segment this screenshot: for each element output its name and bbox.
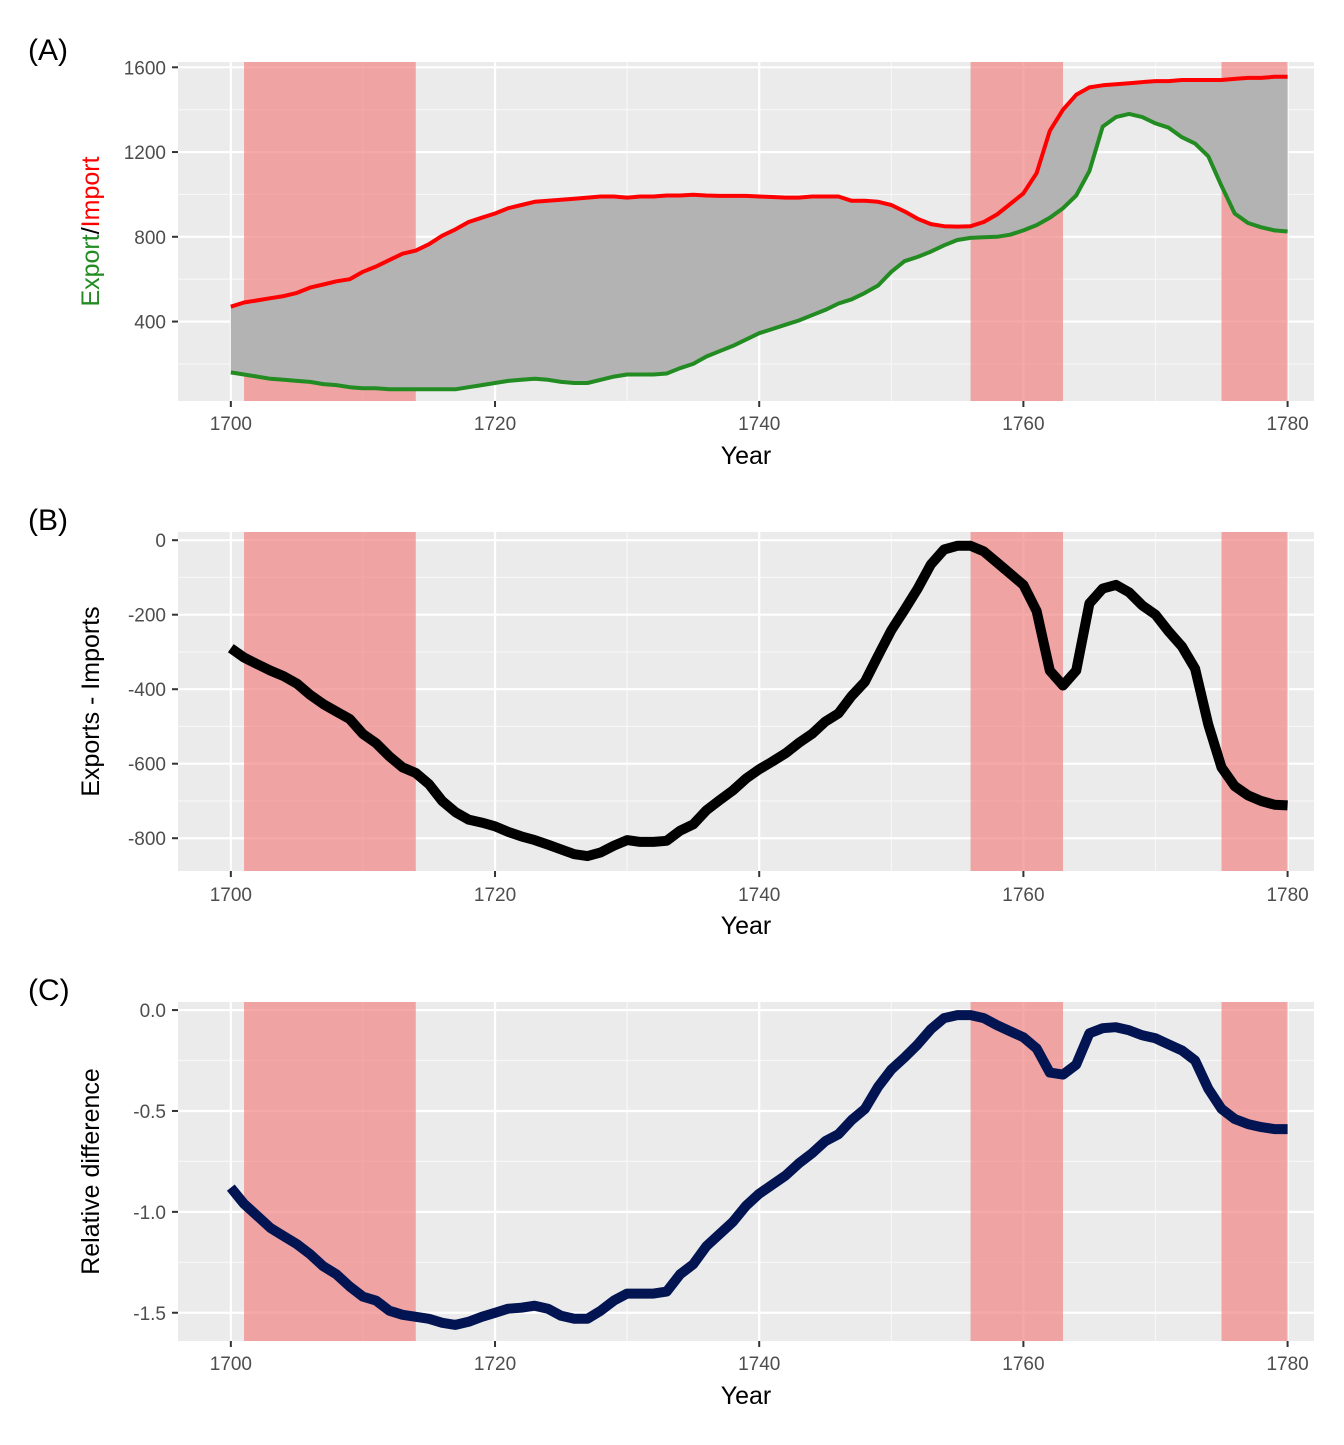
panel-label: (A) [28,34,68,67]
y-tick-label: -200 [128,606,166,627]
y-axis-title-part: Import [77,156,105,227]
shaded-periods [244,1002,1288,1341]
x-tick-label: 1760 [1002,414,1044,435]
shaded-period [1221,532,1288,871]
y-tick-label: -400 [128,680,166,701]
y-axis-title: Exports - Imports [77,606,105,796]
series-line [226,1010,1288,1330]
y-axis-title-part: / [77,227,105,234]
x-tick-label: 1700 [210,885,252,906]
y-tick-label: -1.5 [133,1304,166,1325]
x-tick-label: 1780 [1266,1354,1308,1375]
series-line [227,540,1288,862]
x-tick-label: 1720 [474,885,516,906]
panel-c: 1700 1720 1740 1760 1780 -1.5 -1.0 -0.5 0.0 Year R… [28,974,1314,1410]
x-tick-label: 1740 [738,885,780,906]
x-tick-label: 1760 [1002,1354,1044,1375]
y-tick-label: 1600 [124,58,166,79]
y-axis-title: Export/Import [77,156,105,306]
shaded-period [244,1002,416,1341]
x-tick-label: 1760 [1002,885,1044,906]
y-tick-label: 1200 [124,143,166,164]
x-tick-label: 1740 [738,414,780,435]
y-tick-label: -1.0 [133,1203,166,1224]
y-tick-label: -800 [128,829,166,850]
y-axis-title-part: Export [77,234,105,306]
shaded-period [970,1002,1064,1341]
x-tick-label: 1720 [474,414,516,435]
x-axis-title: Year [721,912,772,940]
x-tick-label: 1700 [210,414,252,435]
shaded-periods [244,532,1288,871]
y-tick-label: 400 [134,313,166,334]
x-tick-label: 1700 [210,1354,252,1375]
y-tick-label: -0.5 [133,1102,166,1123]
panel-label: (B) [28,504,68,537]
y-tick-label: 0.0 [140,1001,166,1022]
panel-label: (C) [28,974,70,1007]
panel-b: 1700 1720 1740 1760 1780 -800 -600 -400 -200 0 Yea… [28,504,1314,940]
x-tick-label: 1780 [1266,414,1308,435]
x-tick-label: 1780 [1266,885,1308,906]
series-line-import [230,74,1288,309]
shaded-period [244,532,416,871]
x-tick-label: 1720 [474,1354,516,1375]
x-axis: 1700 1720 1740 1760 1780 [210,1341,1309,1375]
shaded-period [1221,1002,1288,1341]
y-axis-title: Relative difference [77,1068,105,1275]
series-line-export [230,111,1288,392]
x-axis-title: Year [721,1382,772,1410]
y-tick-label: -600 [128,755,166,776]
shaded-period [970,532,1064,871]
panel-a: 1700 1720 1740 1760 1780 400 800 1200 1600 Year Ex… [28,34,1314,470]
y-tick-label: 0 [155,531,166,552]
y-axis: -1.5 -1.0 -0.5 0.0 [133,1001,178,1325]
x-tick-label: 1740 [738,1354,780,1375]
y-axis: -800 -600 -400 -200 0 [128,531,178,850]
gap-ribbon [230,76,1288,390]
x-axis: 1700 1720 1740 1760 1780 [210,401,1309,435]
x-axis-title: Year [721,442,772,470]
x-axis: 1700 1720 1740 1760 1780 [210,871,1309,906]
y-axis: 400 800 1200 1600 [124,58,178,334]
y-tick-label: 800 [134,228,166,249]
